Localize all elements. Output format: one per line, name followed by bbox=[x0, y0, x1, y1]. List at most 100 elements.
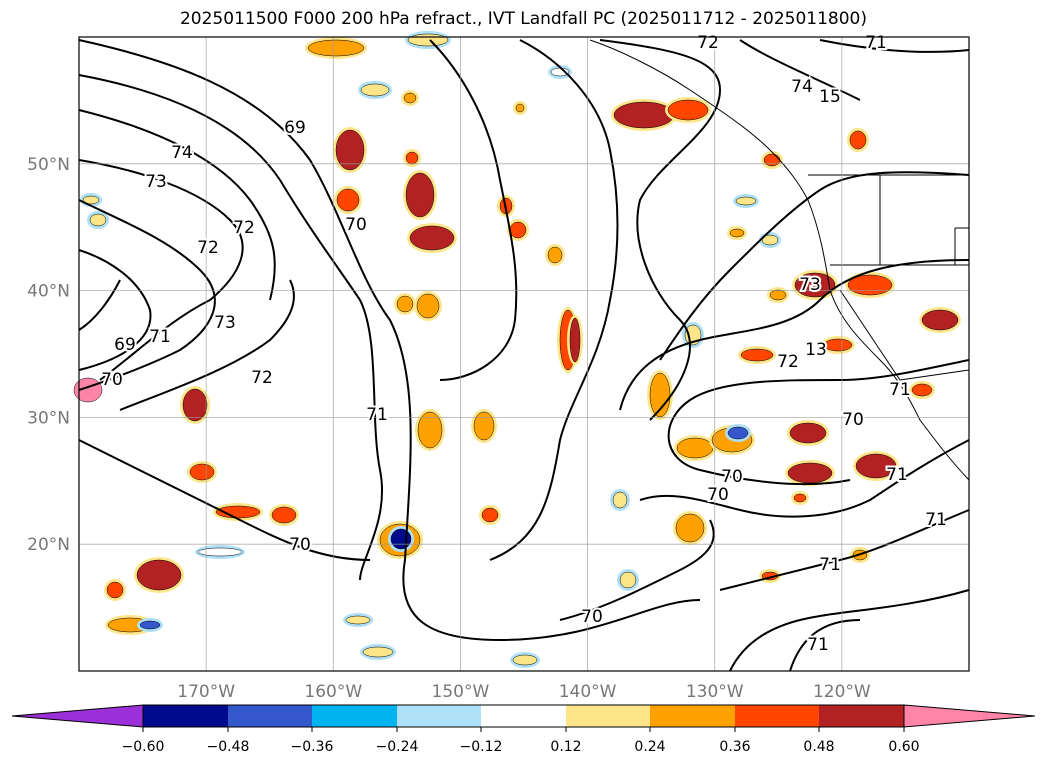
shaded-anomaly-core bbox=[793, 493, 807, 503]
contour-label: 71 bbox=[807, 635, 829, 655]
contour-line bbox=[599, 39, 722, 421]
shaded-anomaly-core bbox=[271, 506, 297, 524]
contour-label: 71 bbox=[886, 465, 908, 485]
shaded-anomaly-core bbox=[182, 388, 208, 422]
contour-label: 72 bbox=[233, 218, 255, 238]
shaded-anomaly-core bbox=[921, 309, 959, 331]
shaded-anomaly-core bbox=[139, 620, 161, 630]
shaded-anomaly-core bbox=[409, 225, 455, 251]
colorbar-tick-label: 0.12 bbox=[550, 739, 581, 755]
colorbar-tick-label: −0.24 bbox=[376, 739, 419, 755]
contour-line bbox=[729, 589, 970, 672]
shaded-anomaly-core bbox=[787, 462, 833, 484]
shaded-anomaly-core bbox=[362, 646, 394, 658]
contour-line bbox=[78, 439, 371, 561]
contour-line bbox=[78, 159, 244, 381]
contour-label: 70 bbox=[721, 467, 743, 487]
lat-tick-label: 20°N bbox=[27, 535, 70, 555]
colorbar-tick-label: −0.12 bbox=[460, 739, 503, 755]
contour-label: 71 bbox=[925, 510, 947, 530]
shaded-anomaly-core bbox=[106, 581, 124, 599]
contour-label: 72 bbox=[697, 33, 719, 53]
colorbar-segment bbox=[143, 705, 228, 727]
contour-line bbox=[789, 619, 861, 672]
lat-tick-label: 40°N bbox=[27, 282, 70, 302]
contour-label: 73 bbox=[214, 313, 236, 333]
contour-label: 74 bbox=[791, 77, 813, 97]
colorbar-tick-label: 0.48 bbox=[803, 739, 834, 755]
colorbar-extend-high bbox=[903, 704, 1036, 728]
shaded-anomaly-core bbox=[769, 289, 787, 301]
colorbar-tick-labels: −0.60 −0.48 −0.36 −0.24 −0.12 0.12 0.24 0.36 0.4… bbox=[122, 727, 920, 755]
colorbar-segment bbox=[566, 705, 650, 727]
shaded-anomaly-core bbox=[335, 129, 365, 171]
colorbar-tick-label: −0.48 bbox=[207, 739, 250, 755]
shaded-anomaly-core bbox=[396, 295, 414, 313]
contour-line bbox=[559, 519, 715, 621]
lon-tick-label: 120°W bbox=[813, 682, 871, 702]
contour-line bbox=[739, 39, 861, 101]
shaded-anomaly-core bbox=[855, 453, 897, 479]
lon-tick-label: 150°W bbox=[432, 682, 490, 702]
contour-line bbox=[667, 359, 970, 486]
contour-label: 74 bbox=[171, 143, 193, 163]
shaded-anomaly-core bbox=[360, 83, 390, 97]
shaded-anomaly-core bbox=[735, 196, 757, 206]
contour-label: 73 bbox=[799, 275, 821, 295]
colorbar-segment bbox=[735, 705, 819, 727]
shaded-anomaly-core bbox=[473, 411, 495, 441]
shaded-anomaly-core bbox=[515, 103, 525, 113]
shading-layer bbox=[73, 31, 961, 668]
shaded-anomaly-core bbox=[403, 92, 417, 104]
shaded-anomaly-core bbox=[667, 99, 709, 121]
shaded-anomaly-core bbox=[481, 507, 499, 523]
colorbar-outline bbox=[142, 704, 905, 728]
colorbar-segment bbox=[228, 705, 312, 727]
shaded-anomaly-core bbox=[547, 246, 563, 264]
contour-line bbox=[78, 199, 216, 391]
contour-line bbox=[659, 171, 970, 361]
contour-line bbox=[719, 509, 970, 591]
contour-layer bbox=[78, 39, 970, 672]
shaded-anomaly-core bbox=[911, 383, 933, 397]
contour-label: 71 bbox=[865, 33, 887, 53]
shaded-anomaly-core bbox=[676, 437, 714, 459]
contour-label: 70 bbox=[842, 410, 864, 430]
shaded-anomaly-core bbox=[849, 130, 867, 150]
shaded-anomaly-core bbox=[740, 348, 774, 362]
contour-label: 13 bbox=[805, 340, 827, 360]
shaded-anomaly-core bbox=[345, 615, 371, 625]
coastline bbox=[899, 369, 970, 381]
coastline bbox=[589, 39, 809, 201]
shaded-anomaly-core bbox=[405, 172, 435, 218]
colorbar-tick-label: 0.36 bbox=[719, 739, 750, 755]
contour-line bbox=[78, 249, 152, 371]
shaded-anomaly-core bbox=[729, 228, 745, 238]
shaded-anomaly-core bbox=[675, 513, 705, 543]
latitude-tick-labels: 50°N 40°N 30°N 20°N bbox=[27, 155, 70, 555]
shaded-anomaly-core bbox=[847, 274, 893, 296]
shaded-anomaly-core bbox=[509, 221, 527, 239]
shaded-anomaly-core bbox=[613, 101, 675, 129]
colorbar-segment bbox=[819, 705, 904, 727]
shaded-anomaly-core bbox=[336, 188, 360, 212]
shaded-anomaly-core bbox=[189, 463, 215, 481]
contour-line bbox=[78, 74, 383, 581]
shaded-anomaly-core bbox=[569, 317, 581, 363]
contour-label: 69 bbox=[114, 335, 136, 355]
contour-line bbox=[429, 39, 518, 381]
colorbar-segment bbox=[397, 705, 481, 727]
contour-line bbox=[78, 279, 121, 331]
shaded-anomaly-core bbox=[727, 426, 749, 440]
shaded-anomaly-core bbox=[407, 33, 449, 47]
coastline bbox=[839, 289, 901, 381]
contour-label: 72 bbox=[777, 352, 799, 372]
lon-tick-label: 170°W bbox=[177, 682, 235, 702]
shaded-anomaly-core bbox=[405, 151, 419, 165]
shaded-anomaly-core bbox=[512, 654, 538, 666]
contour-label: 15 bbox=[819, 87, 841, 107]
contour-label: 71 bbox=[819, 555, 841, 575]
contour-label: 71 bbox=[889, 380, 911, 400]
colorbar-tick-label: 0.60 bbox=[888, 739, 919, 755]
contour-label: 71 bbox=[149, 327, 171, 347]
